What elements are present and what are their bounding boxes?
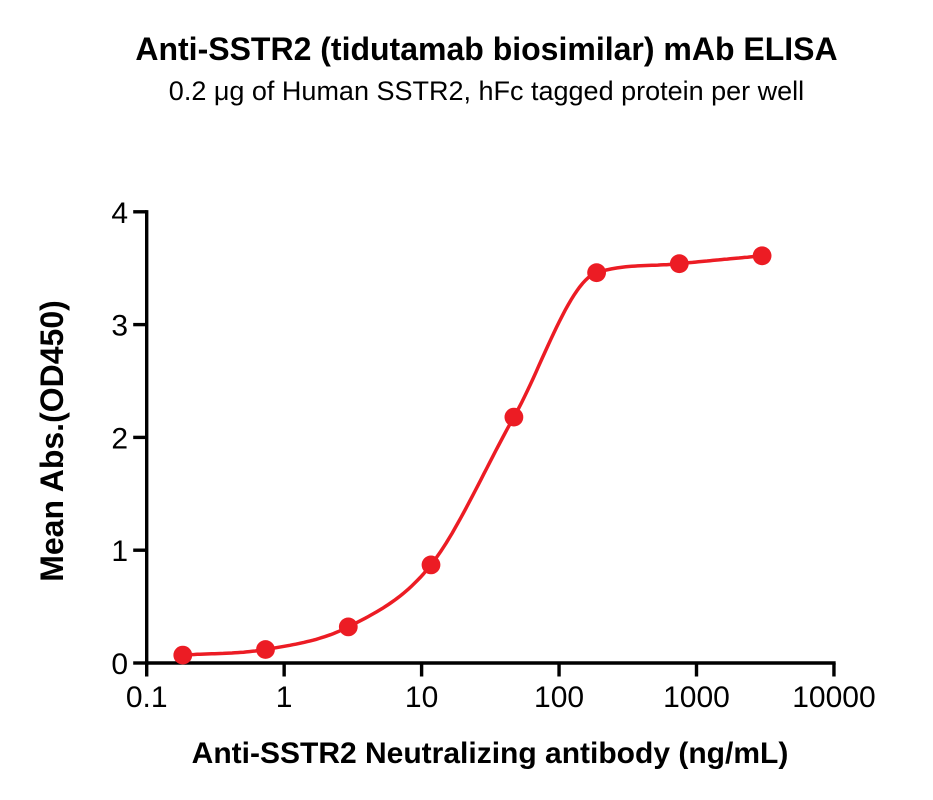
data-point: [752, 246, 772, 266]
x-tick-label: 10000: [792, 681, 875, 714]
y-tick-label: 2: [111, 422, 128, 455]
y-axis-title: Mean Abs.(OD450): [34, 300, 70, 582]
data-point: [256, 640, 275, 659]
data-point: [669, 254, 689, 274]
y-tick-label: 3: [111, 310, 128, 343]
data-point: [504, 407, 524, 427]
chart-header: Anti-SSTR2 (tidutamab biosimilar) mAb EL…: [40, 0, 933, 105]
x-tick-label: 0.1: [126, 681, 168, 714]
x-tick-label: 10: [405, 681, 438, 714]
x-tick-label: 1000: [663, 681, 730, 714]
y-tick-label: 1: [111, 535, 128, 568]
x-axis-title: Anti-SSTR2 Neutralizing antibody (ng/mL): [192, 737, 789, 770]
y-tick-label: 4: [111, 197, 128, 230]
page-subtitle: 0.2 μg of Human SSTR2, hFc tagged protei…: [168, 76, 805, 106]
data-point: [421, 555, 441, 575]
y-tick-label: 0: [111, 648, 128, 681]
axes-group: 0.1 1 10 100 1000 10000 0 1 2 3 4: [111, 197, 875, 714]
x-tick-label: 100: [534, 681, 584, 714]
x-tick-label: 1: [276, 681, 293, 714]
fit-curve: [181, 254, 764, 657]
fit-curve-group: [181, 254, 764, 657]
data-points-group: [173, 246, 772, 665]
data-point: [338, 617, 358, 637]
page-title: Anti-SSTR2 (tidutamab biosimilar) mAb EL…: [135, 31, 838, 67]
data-point: [587, 263, 606, 283]
data-point: [173, 645, 193, 665]
